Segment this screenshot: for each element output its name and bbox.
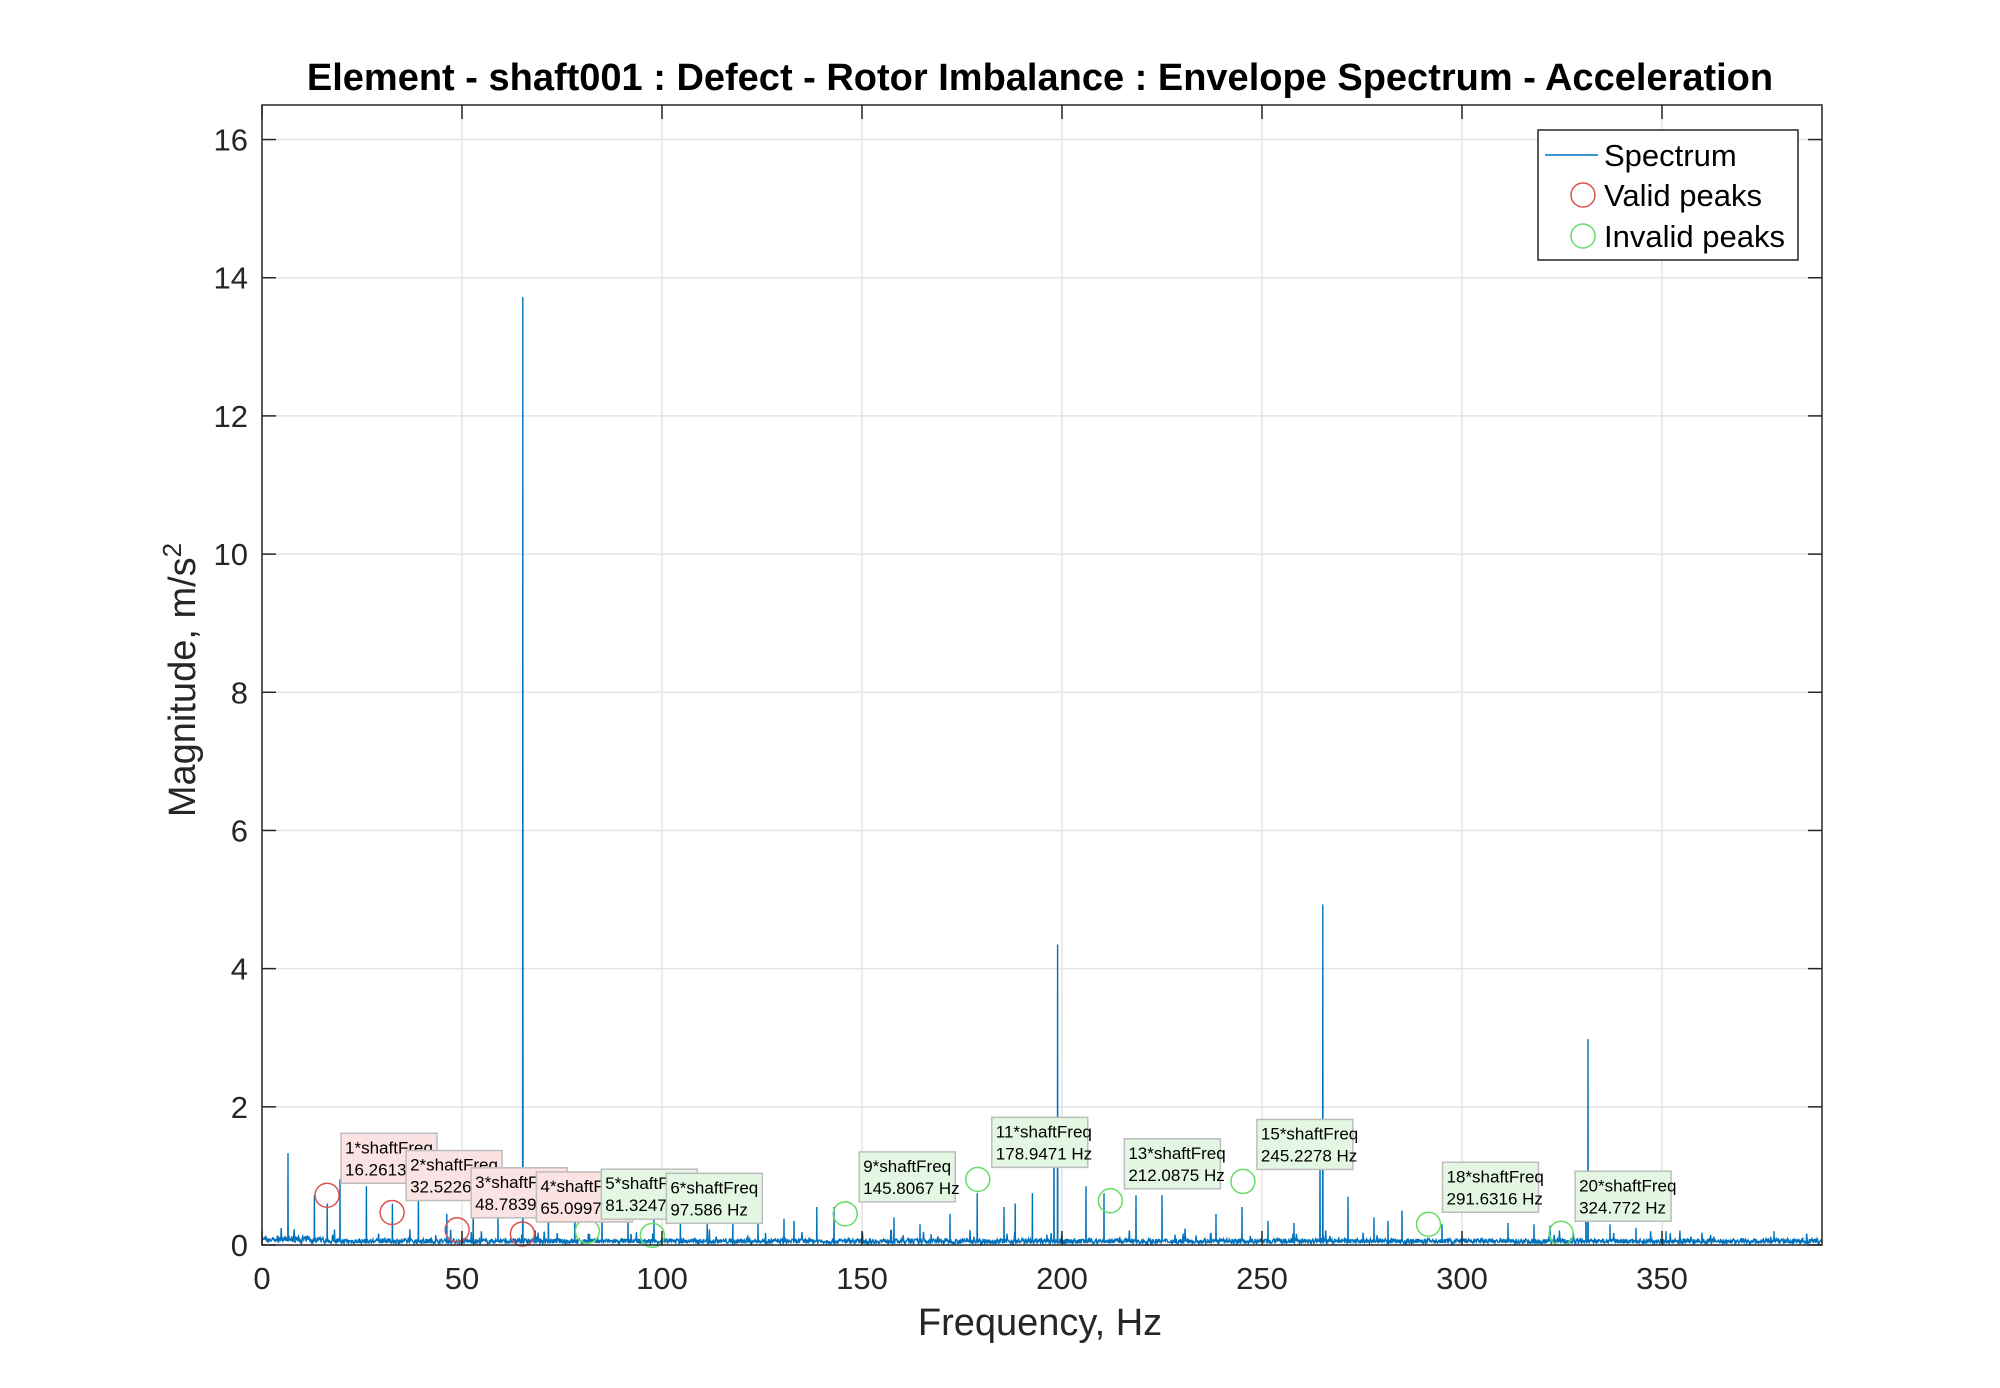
y-tick-label: 2 [231,1090,248,1125]
peak-annotation-frequency: 291.6316 Hz [1447,1189,1543,1208]
x-tick-label: 200 [1036,1261,1088,1296]
x-axis-label: Frequency, Hz [918,1302,1162,1344]
peak-annotation: 11*shaftFreq 178.9471 Hz [991,1116,1092,1169]
y-tick-label: 8 [231,675,248,710]
x-tick-label: 300 [1436,1261,1488,1296]
invalid-peak-marker [965,1166,991,1193]
invalid-peak-marker [639,1222,666,1249]
x-tick-label: 150 [836,1261,888,1296]
peak-annotation-box [991,1116,1089,1169]
x-tick-label: 0 [253,1261,270,1296]
peak-annotation-frequency: 245.2278 Hz [1261,1146,1357,1165]
y-tick-label: 10 [214,537,248,572]
peak-annotation-label: 18*shaftFreq [1447,1167,1544,1186]
peak-annotation-box [1123,1138,1222,1190]
invalid-peak-marker [1415,1211,1442,1238]
y-axis-label-main: Magnitude, m/s [162,557,204,817]
spectrum-line [261,297,1823,1247]
peak-annotation-label: 13*shaftFreq [1128,1144,1225,1163]
legend: Spectrum Valid peaks Invalid peaks [1537,129,1799,261]
valid-peak-marker [509,1221,536,1247]
chart-title: Element - shaft001 : Defect - Rotor Imba… [307,57,1773,99]
invalid-peak-marker [832,1201,858,1227]
peak-annotation-label: 11*shaftFreq [996,1122,1092,1141]
valid-peak-marker [444,1217,470,1243]
y-tick-label: 16 [214,123,248,158]
peak-annotation: 20*shaftFreq 324.772 Hz [1574,1170,1676,1223]
y-tick-label: 6 [231,813,248,848]
y-axis-label: Magnitude, m/s2 [157,543,204,817]
peak-annotation: 9*shaftFreq 145.8067 Hz [858,1151,960,1203]
x-axis-ticks: 0 50 100 150 200 250 300 350 [253,105,1688,1296]
x-tick-label: 50 [445,1261,479,1296]
legend-invalid-label: Invalid peaks [1604,219,1785,254]
peak-annotation: 13*shaftFreq 212.0875 Hz [1123,1138,1226,1190]
legend-valid-label: Valid peaks [1604,178,1762,213]
peak-annotation-box [665,1172,764,1225]
legend-invalid-marker [1570,223,1596,249]
y-axis-ticks: 0 2 4 6 8 10 12 14 16 [214,123,1822,1263]
peak-annotation-box [1574,1170,1672,1223]
x-tick-label: 100 [636,1261,688,1296]
legend-spectrum-label: Spectrum [1604,138,1737,173]
y-axis-label-superscript: 2 [157,543,187,557]
legend-valid-marker [1570,182,1596,208]
peak-annotation-label: 9*shaftFreq [863,1157,951,1176]
peak-annotation-frequency: 212.0875 Hz [1128,1166,1224,1185]
peak-annotation-box [1256,1118,1354,1171]
peak-annotation-frequency: 145.8067 Hz [863,1179,959,1198]
peak-annotation: 6*shaftFreq 97.586 Hz [665,1172,764,1225]
invalid-peak-marker [1230,1168,1256,1195]
peak-annotation-label: 20*shaftFreq [1579,1176,1676,1195]
valid-peak-marker [314,1182,340,1209]
peak-annotation-box [858,1151,956,1203]
peak-annotation-frequency: 178.9471 Hz [996,1144,1092,1163]
x-tick-label: 350 [1636,1261,1688,1296]
peak-annotation-label: 6*shaftFreq [670,1178,758,1197]
plot-frame [261,104,1823,1246]
legend-box [1537,129,1799,261]
peak-annotation-box [1441,1161,1540,1214]
y-tick-label: 0 [231,1228,248,1263]
invalid-peak-marker [1097,1188,1124,1214]
spectrum-series [261,297,1823,1247]
valid-peak-marker [379,1199,405,1226]
x-tick-label: 250 [1236,1261,1288,1296]
y-tick-label: 14 [214,261,248,296]
peak-annotation-label: 15*shaftFreq [1261,1124,1358,1143]
y-tick-label: 12 [214,399,248,434]
peak-annotation: 18*shaftFreq 291.6316 Hz [1441,1161,1544,1214]
peak-annotation-frequency: 97.586 Hz [670,1200,748,1219]
peak-annotation: 15*shaftFreq 245.2278 Hz [1256,1118,1358,1171]
peak-annotation-frequency: 324.772 Hz [1579,1198,1666,1217]
y-tick-label: 4 [231,952,248,987]
